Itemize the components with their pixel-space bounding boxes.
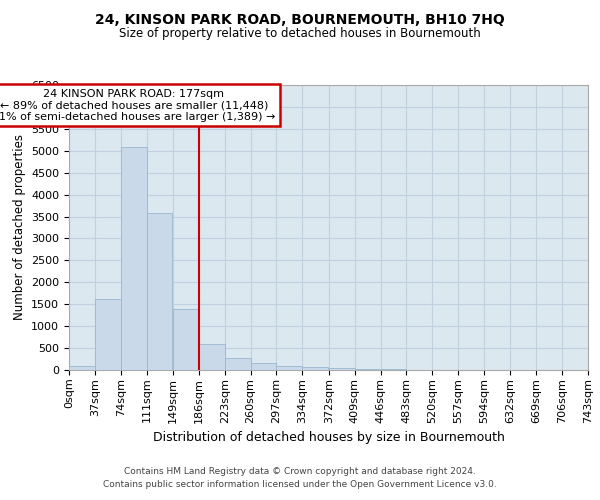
Text: 24 KINSON PARK ROAD: 177sqm
← 89% of detached houses are smaller (11,448)
11% of: 24 KINSON PARK ROAD: 177sqm ← 89% of det… [0, 88, 275, 122]
Bar [251, 364, 277, 370]
Bar [69, 366, 95, 370]
Text: Contains HM Land Registry data © Crown copyright and database right 2024.: Contains HM Land Registry data © Crown c… [124, 467, 476, 476]
Bar [95, 299, 121, 370]
Bar [121, 148, 146, 370]
Text: Size of property relative to detached houses in Bournemouth: Size of property relative to detached ho… [119, 28, 481, 40]
Bar [146, 213, 172, 370]
Bar [199, 344, 225, 370]
Bar [302, 366, 328, 370]
Bar [173, 308, 199, 370]
Bar [277, 366, 302, 370]
Bar [225, 358, 251, 370]
Bar [329, 368, 355, 370]
Text: Contains public sector information licensed under the Open Government Licence v3: Contains public sector information licen… [103, 480, 497, 489]
X-axis label: Distribution of detached houses by size in Bournemouth: Distribution of detached houses by size … [152, 431, 505, 444]
Text: 24, KINSON PARK ROAD, BOURNEMOUTH, BH10 7HQ: 24, KINSON PARK ROAD, BOURNEMOUTH, BH10 … [95, 12, 505, 26]
Bar [355, 369, 380, 370]
Bar [380, 369, 406, 370]
Y-axis label: Number of detached properties: Number of detached properties [13, 134, 26, 320]
